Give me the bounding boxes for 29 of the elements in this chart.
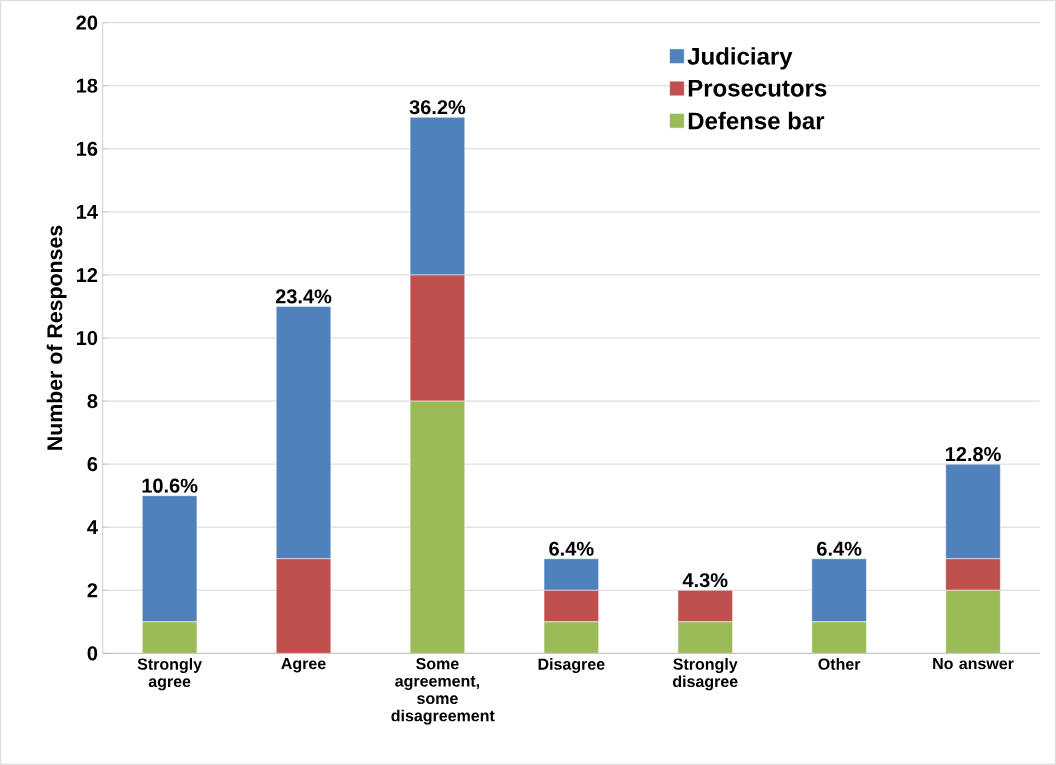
- legend-label: Defense bar: [688, 111, 825, 130]
- annotation: 23.4%: [275, 289, 332, 304]
- annotation: 6.4%: [817, 541, 862, 556]
- y-tick-label: 16: [76, 141, 98, 156]
- y-tick-label: 8: [87, 393, 98, 409]
- x-tick-label: Disagree: [538, 658, 605, 674]
- y-tick-label: 6: [87, 457, 98, 472]
- legend-label: Prosecutors: [688, 79, 827, 97]
- y-tick-label: 0: [87, 646, 98, 661]
- annotation: 12.8%: [945, 447, 1001, 462]
- x-tick-label: No answer: [933, 658, 1014, 670]
- y-tick-label: 4: [87, 520, 98, 535]
- x-tick-label: Other: [818, 658, 861, 670]
- annotation: 36.2%: [409, 100, 466, 115]
- y-tick-label: 10: [76, 330, 98, 346]
- annotation: 10.6%: [142, 478, 198, 493]
- legend-label: Judiciary: [687, 47, 793, 70]
- y-tick-label: 18: [76, 78, 98, 93]
- y-axis-title: Number of Responses: [46, 225, 67, 450]
- x-tick-label: Agree: [281, 658, 326, 673]
- x-tick-label: Strongly disagree: [672, 658, 738, 691]
- y-tick-label: 2: [87, 583, 98, 598]
- annotation: 6.4%: [549, 541, 594, 556]
- annotation: 4.3%: [682, 573, 728, 588]
- x-tick-label: Some agreement, some disagreement: [391, 658, 495, 725]
- x-tick-label: Strongly agree: [137, 658, 202, 691]
- y-tick-label: 20: [76, 15, 98, 30]
- y-tick-label: 12: [76, 267, 98, 282]
- y-tick-label: 14: [76, 204, 98, 219]
